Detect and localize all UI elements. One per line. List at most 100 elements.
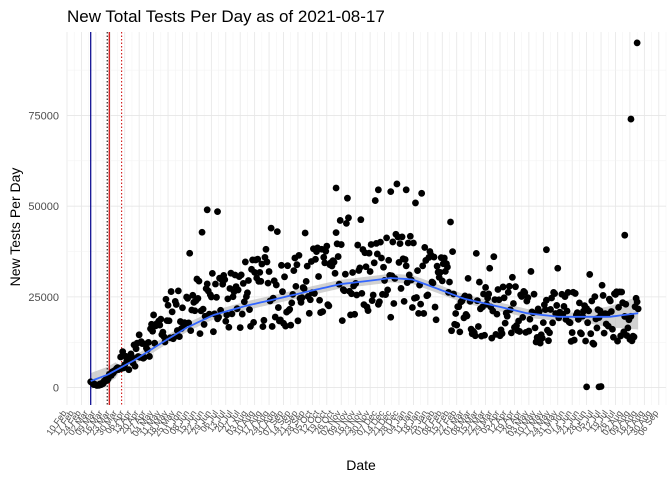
data-point [471, 332, 479, 340]
data-point [554, 264, 562, 272]
data-point [545, 337, 552, 345]
data-point [397, 285, 405, 292]
data-point [374, 186, 382, 194]
data-point [504, 288, 512, 296]
data-point [199, 305, 207, 313]
data-point [553, 302, 561, 309]
data-point [298, 294, 306, 302]
data-point [281, 273, 288, 281]
data-point [385, 256, 393, 264]
data-point [424, 291, 432, 299]
data-point [564, 289, 572, 296]
data-point [585, 307, 593, 315]
data-point [627, 115, 635, 123]
data-point [225, 323, 233, 331]
data-point [481, 331, 488, 339]
data-point [239, 280, 247, 287]
data-point [393, 180, 401, 188]
x-axis-title: Date [346, 457, 376, 473]
data-point [345, 214, 352, 222]
data-point [267, 224, 275, 232]
data-point [125, 366, 133, 374]
data-point [305, 309, 313, 317]
data-point [525, 327, 533, 335]
data-point [179, 304, 186, 312]
data-point [452, 310, 460, 317]
data-point [240, 298, 248, 306]
smooth-line-path [90, 277, 639, 382]
data-point [494, 286, 502, 293]
data-point [321, 259, 329, 267]
data-point [323, 242, 331, 250]
data-point [175, 333, 183, 341]
data-point [599, 292, 607, 299]
data-point [606, 297, 614, 305]
data-point [472, 249, 480, 257]
data-point [608, 325, 616, 333]
data-point [290, 267, 298, 275]
data-point [234, 286, 242, 294]
data-point [338, 317, 346, 325]
data-point [300, 285, 308, 292]
data-point [336, 217, 344, 224]
data-point [541, 306, 549, 314]
y-axis-ticks: 0 25000 50000 75000 [28, 110, 59, 394]
data-point [214, 208, 221, 216]
data-point [364, 307, 372, 314]
data-point [344, 194, 351, 202]
data-point [224, 295, 232, 303]
grid [66, 32, 667, 405]
data-point [196, 330, 204, 338]
data-point [591, 293, 599, 300]
data-point [357, 216, 365, 224]
data-point [512, 283, 519, 291]
data-point [302, 277, 310, 285]
data-point [607, 308, 615, 315]
data-point [132, 345, 140, 353]
data-point [191, 307, 199, 315]
data-point [575, 299, 583, 307]
data-point [331, 269, 339, 277]
data-point [259, 323, 267, 331]
data-point [578, 330, 585, 338]
data-point [453, 321, 461, 329]
data-point [131, 362, 139, 370]
data-point [485, 290, 493, 298]
data-point [250, 318, 258, 326]
data-point [164, 301, 172, 309]
data-point [306, 296, 314, 304]
data-point [340, 287, 348, 295]
data-point [438, 277, 446, 285]
data-point [614, 337, 621, 345]
data-point [186, 249, 194, 257]
data-point [600, 329, 608, 337]
data-point [187, 327, 195, 334]
y-tick-label: 0 [53, 383, 59, 395]
data-point [415, 309, 422, 317]
data-point [254, 255, 262, 263]
data-point [251, 269, 259, 276]
data-point [229, 293, 237, 301]
data-point [521, 289, 529, 296]
data-point [633, 39, 641, 47]
data-point [583, 383, 591, 391]
data-point [256, 268, 264, 276]
data-point [378, 254, 385, 262]
data-point [505, 282, 513, 290]
data-point [456, 328, 464, 336]
data-point [228, 310, 236, 318]
data-point [475, 278, 483, 286]
data-point [172, 301, 180, 308]
data-point [174, 287, 182, 295]
data-point [371, 197, 379, 204]
data-point [369, 291, 377, 299]
data-point [223, 311, 231, 319]
data-point [508, 273, 516, 281]
data-point [401, 256, 409, 263]
data-point [268, 323, 276, 330]
data-point [209, 328, 217, 336]
data-point [332, 229, 340, 237]
data-point [587, 330, 595, 338]
data-point [185, 319, 193, 327]
